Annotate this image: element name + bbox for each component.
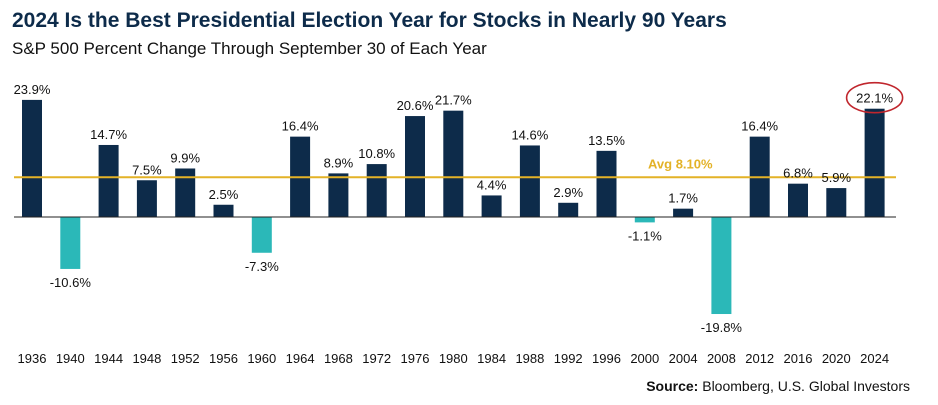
bar-1992 [558, 202, 579, 217]
category-label-1960: 1960 [247, 351, 276, 366]
bar-2020 [826, 188, 847, 217]
value-label-1996: 13.5% [588, 133, 625, 148]
value-label-1988: 14.6% [511, 127, 548, 142]
value-label-1936: 23.9% [14, 82, 51, 97]
source-label: Source: [646, 378, 699, 394]
value-label-1992: 2.9% [553, 185, 583, 200]
value-label-1964: 16.4% [282, 119, 319, 134]
value-label-1956: 2.5% [209, 187, 239, 202]
source-text: Bloomberg, U.S. Global Investors [702, 378, 910, 394]
category-label-1996: 1996 [592, 351, 621, 366]
category-label-1992: 1992 [554, 351, 583, 366]
value-label-2008: -19.8% [701, 320, 743, 335]
category-label-1952: 1952 [171, 351, 200, 366]
bar-1956 [213, 204, 234, 217]
value-label-1980: 21.7% [435, 93, 472, 108]
category-label-1968: 1968 [324, 351, 353, 366]
value-label-1984: 4.4% [477, 177, 507, 192]
category-label-1948: 1948 [132, 351, 161, 366]
value-label-1940: -10.6% [50, 275, 92, 290]
value-label-1948: 7.5% [132, 162, 162, 177]
bar-1984 [481, 195, 502, 217]
category-label-1936: 1936 [18, 351, 47, 366]
value-label-2000: -1.1% [628, 228, 662, 243]
value-label-1960: -7.3% [245, 259, 279, 274]
category-label-1980: 1980 [439, 351, 468, 366]
value-label-1952: 9.9% [170, 150, 200, 165]
bar-1944 [98, 144, 119, 217]
bar-2004 [673, 208, 694, 217]
bar-1952 [175, 168, 196, 217]
bar-2008 [711, 217, 732, 315]
chart-subtitle: S&P 500 Percent Change Through September… [12, 39, 487, 58]
category-label-1988: 1988 [515, 351, 544, 366]
category-label-2004: 2004 [669, 351, 698, 366]
value-label-1976: 20.6% [397, 98, 434, 113]
bar-1940 [60, 217, 81, 269]
category-label-1976: 1976 [401, 351, 430, 366]
average-label: Avg 8.10% [648, 156, 713, 171]
bar-2000 [634, 217, 655, 223]
bar-1980 [443, 110, 464, 217]
highlight-circle [845, 81, 904, 114]
category-label-2016: 2016 [784, 351, 813, 366]
category-label-1944: 1944 [94, 351, 123, 366]
bar-1972 [366, 164, 387, 217]
bar-2016 [788, 183, 808, 217]
category-label-2024: 2024 [860, 351, 889, 366]
category-label-1972: 1972 [362, 351, 391, 366]
bar-1996 [596, 150, 617, 217]
category-label-1984: 1984 [477, 351, 506, 366]
bar-1948 [136, 180, 157, 217]
value-label-1944: 14.7% [90, 127, 127, 142]
value-label-2016: 6.8% [783, 166, 813, 181]
bar-1968 [328, 173, 349, 217]
bar-1936 [22, 99, 42, 217]
value-label-1972: 10.8% [358, 146, 395, 161]
chart-title: 2024 Is the Best Presidential Election Y… [12, 9, 727, 32]
category-label-2020: 2020 [822, 351, 851, 366]
category-label-2012: 2012 [745, 351, 774, 366]
category-label-1956: 1956 [209, 351, 238, 366]
bar-1960 [251, 217, 272, 253]
value-label-1968: 8.9% [324, 155, 354, 170]
value-label-2024: 22.1% [856, 91, 893, 106]
value-label-2004: 1.7% [668, 191, 698, 206]
category-label-2000: 2000 [630, 351, 659, 366]
category-label-1964: 1964 [286, 351, 315, 366]
value-label-2020: 5.9% [821, 170, 851, 185]
value-label-2012: 16.4% [741, 119, 778, 134]
source-note: Source: Bloomberg, U.S. Global Investors [646, 378, 910, 394]
category-label-1940: 1940 [56, 351, 85, 366]
bar-1976 [405, 116, 425, 217]
bar-2024 [864, 108, 885, 217]
category-label-2008: 2008 [707, 351, 736, 366]
bar-1988 [519, 145, 540, 217]
